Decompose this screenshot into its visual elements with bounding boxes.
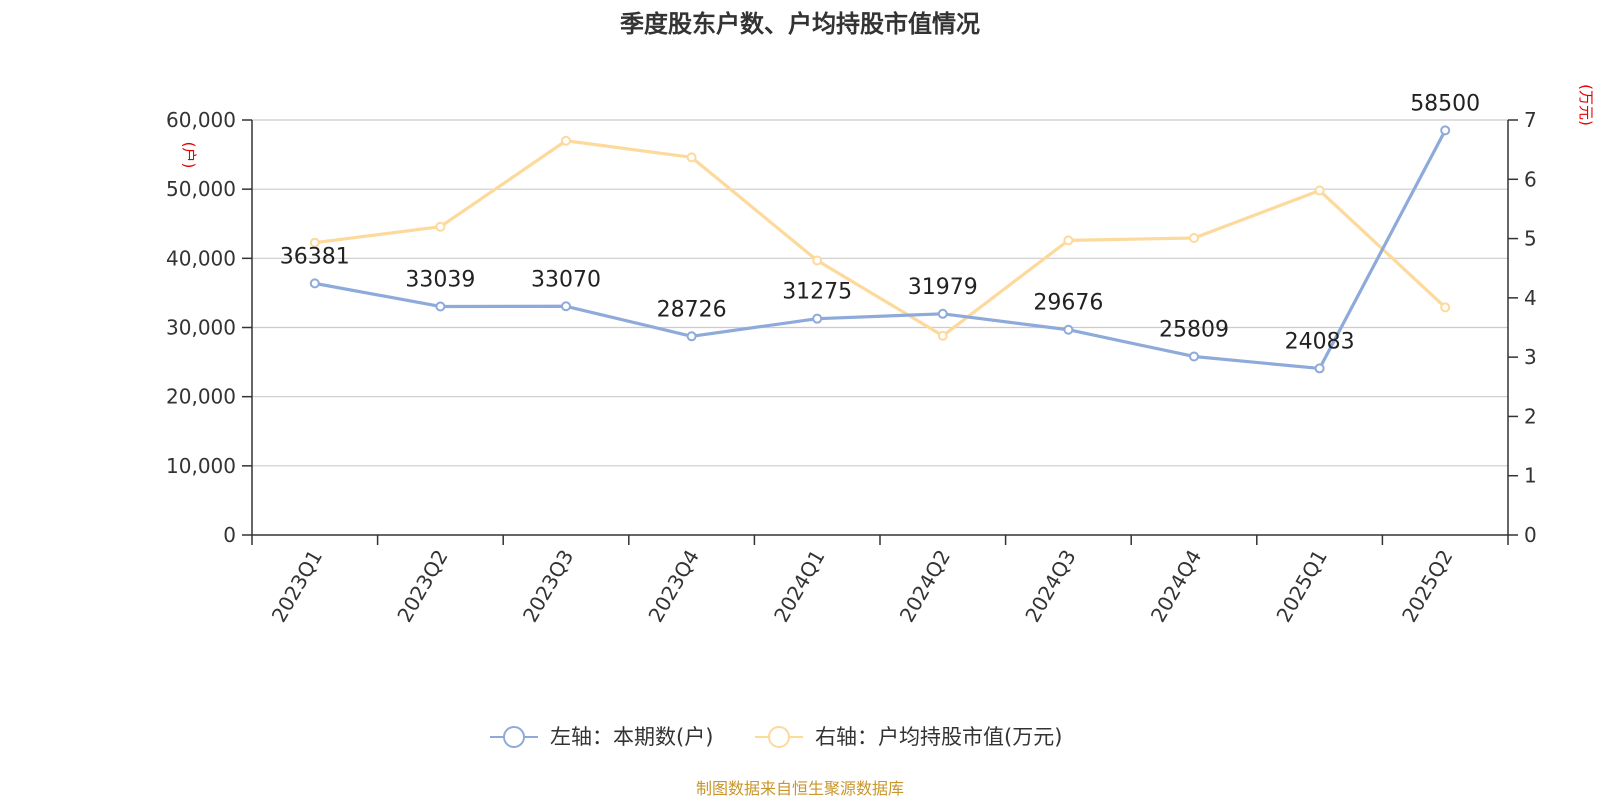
series-right-point	[937, 330, 948, 341]
data-label: 24083	[1285, 329, 1355, 354]
series-right-point	[1314, 185, 1325, 196]
legend-label-right: 右轴：户均持股市值(万元)	[815, 725, 1062, 749]
right-tick-label: 3	[1524, 345, 1537, 369]
series-right-point	[1189, 232, 1199, 243]
chart-title: 季度股东户数、户均持股市值情况	[620, 10, 980, 38]
left-tick-label: 60,000	[166, 108, 236, 132]
x-axis-ticks: 2023Q1 2023Q2 2023Q3 2023Q4 2024Q1 2024Q2 2024…	[251, 535, 1509, 627]
series-right-point	[309, 237, 320, 248]
data-label: 58500	[1410, 91, 1480, 116]
data-label: 28726	[657, 297, 727, 322]
right-tick-label: 5	[1524, 227, 1537, 251]
series-left-point	[812, 313, 823, 324]
legend-marker-left	[503, 726, 525, 748]
series-left-point	[309, 278, 320, 289]
right-tick-label: 6	[1524, 167, 1537, 191]
data-label: 31275	[782, 280, 852, 305]
grid-lines	[252, 119, 1508, 467]
series-right-point	[561, 135, 571, 146]
left-tick-label: 0	[223, 523, 236, 547]
series-left-point	[1314, 363, 1325, 374]
series-right-point	[1063, 235, 1074, 246]
x-tick-label: 2023Q1	[267, 546, 327, 627]
x-tick-label: 2024Q1	[769, 546, 829, 627]
data-label: 33039	[405, 267, 475, 292]
legend: 左轴：本期数(户) 右轴：户均持股市值(万元)	[490, 725, 1062, 749]
series-right	[309, 135, 1451, 341]
series-left-point	[1440, 125, 1451, 136]
x-tick-label: 2023Q4	[643, 546, 703, 627]
data-label: 36381	[280, 244, 350, 269]
right-tick-label: 2	[1524, 404, 1537, 428]
right-axis-unit: (万元)	[1577, 84, 1595, 126]
series-left-point	[561, 301, 571, 312]
series-left-point	[1189, 351, 1199, 362]
series-right-line	[314, 139, 1447, 338]
legend-item-left[interactable]: 左轴：本期数(户)	[490, 725, 713, 749]
x-tick-label: 2024Q3	[1020, 546, 1080, 627]
right-tick-label: 4	[1524, 286, 1537, 310]
series-left-line	[314, 129, 1447, 371]
series-right-point	[1440, 302, 1451, 313]
left-tick-label: 30,000	[166, 316, 236, 340]
data-label: 29676	[1033, 291, 1103, 316]
x-tick-label: 2024Q2	[895, 546, 955, 627]
right-axis-ticks: 0 1 2 3 4 5 6 7	[1508, 108, 1537, 547]
right-tick-label: 0	[1524, 523, 1537, 547]
legend-marker-right	[768, 726, 790, 748]
left-axis-ticks: 0 10,000 20,000 30,000 40,000 50,000 60,000	[166, 108, 252, 547]
series-right-point	[686, 152, 697, 163]
data-labels: 36381 33039 33070 28726 31275 31979 29676 25809…	[280, 91, 1480, 354]
series-left-point	[937, 308, 948, 319]
left-tick-label: 20,000	[166, 385, 236, 409]
series-left-point	[435, 301, 446, 312]
series-left-point	[686, 331, 697, 342]
series-right-point	[812, 255, 823, 266]
x-tick-label: 2023Q3	[518, 546, 578, 627]
legend-item-right[interactable]: 右轴：户均持股市值(万元)	[755, 725, 1062, 749]
x-tick-label: 2025Q2	[1397, 546, 1457, 627]
source-note: 制图数据来自恒生聚源数据库	[696, 779, 904, 798]
left-tick-label: 50,000	[166, 177, 236, 201]
left-tick-label: 10,000	[166, 454, 236, 478]
x-tick-label: 2023Q2	[392, 546, 452, 627]
right-tick-label: 1	[1524, 464, 1537, 488]
data-label: 33070	[531, 267, 601, 292]
data-label: 25809	[1159, 317, 1229, 342]
left-tick-label: 40,000	[166, 246, 236, 270]
x-tick-label: 2025Q1	[1271, 546, 1331, 627]
series-left	[309, 125, 1451, 374]
series-left-point	[1063, 324, 1074, 335]
legend-label-left: 左轴：本期数(户)	[550, 725, 713, 749]
series-right-point	[435, 221, 446, 232]
x-tick-label: 2024Q4	[1146, 546, 1206, 627]
left-axis-unit: (户)	[180, 142, 198, 169]
right-tick-label: 7	[1524, 108, 1537, 132]
data-label: 31979	[908, 275, 978, 300]
